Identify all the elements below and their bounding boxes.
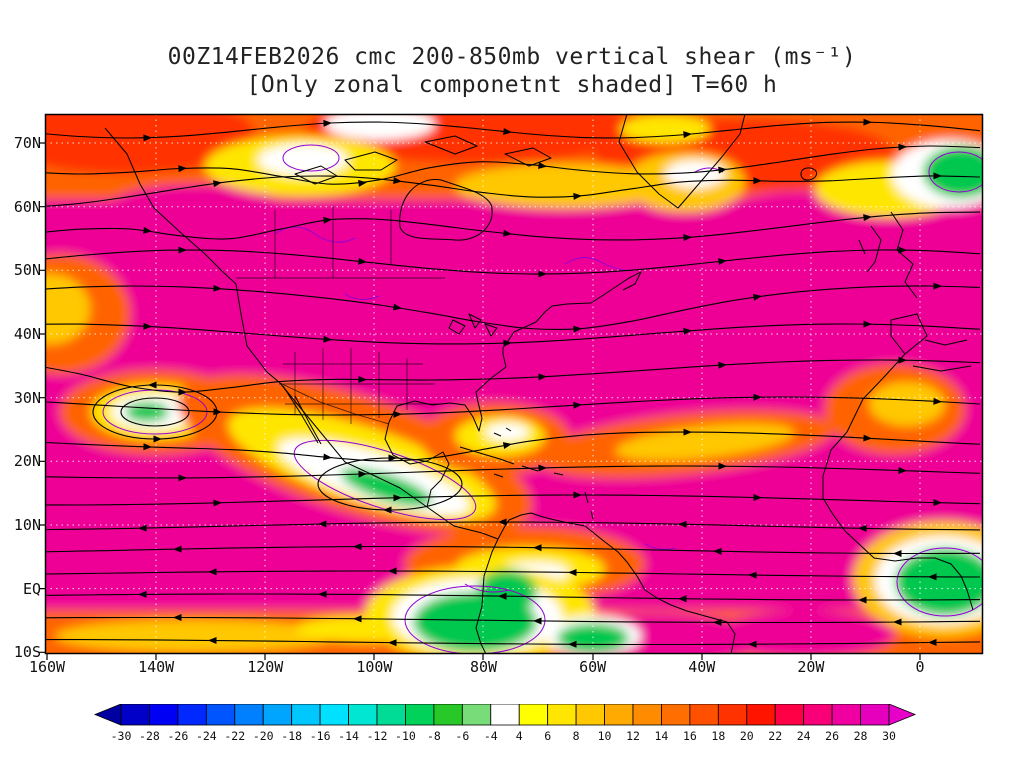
colorbar-tick-label: -8 — [427, 729, 441, 743]
colorbar-cell — [348, 704, 378, 726]
colorbar-cell — [177, 704, 207, 726]
colorbar-tick-label: 26 — [825, 729, 839, 743]
circulation-loops — [92, 381, 463, 514]
colorbar-cell — [149, 704, 179, 726]
lon-axis-label: 100W — [356, 658, 393, 676]
lat-axis-label: 30N — [13, 388, 41, 407]
colorbar-cell — [234, 704, 264, 726]
lat-axis-label: 10N — [13, 515, 41, 534]
lon-axis-label: 40W — [688, 658, 716, 676]
shear-map — [39, 113, 984, 660]
chart-subtitle: [Only zonal componetnt shaded] T=60 h — [246, 72, 778, 98]
colorbar-cell — [689, 704, 719, 726]
coastlines-layer — [104, 114, 974, 654]
colorbar-tick-label: 8 — [573, 729, 580, 743]
colorbar-cell — [319, 704, 349, 726]
lon-axis-label: 60W — [579, 658, 607, 676]
lat-axis-label: 60N — [13, 197, 41, 216]
colorbar-tick-label: -18 — [281, 729, 302, 743]
colorbar-tick-label: 22 — [768, 729, 782, 743]
lon-axis-label: 80W — [469, 658, 498, 676]
colorbar-tick-label: 30 — [882, 729, 896, 743]
colorbar-cell — [547, 704, 577, 726]
colorbar-cell — [433, 704, 463, 726]
colorbar-cell — [120, 704, 150, 726]
colorbar-cell — [575, 704, 605, 726]
colorbar-cell — [803, 704, 833, 726]
colorbar-tick-label: 4 — [516, 729, 523, 743]
colorbar-cell — [831, 704, 861, 726]
colorbar-cell — [262, 704, 293, 726]
colorbar-cell — [461, 704, 492, 726]
lon-axis-label: 120W — [247, 658, 284, 676]
colorbar-cell — [205, 704, 236, 726]
colorbar-tick-label: 28 — [854, 729, 868, 743]
colorbar-cell — [774, 704, 805, 726]
colorbar-tick-label: -10 — [395, 729, 416, 743]
chart-title: 00Z14FEB2026 cmc 200-850mb vertical shea… — [167, 44, 857, 70]
lat-axis-label: 10S — [13, 643, 41, 662]
colorbar-cell — [717, 704, 748, 726]
colorbar-tick-label: -14 — [338, 729, 359, 743]
colorbar-tick-label: 12 — [626, 729, 640, 743]
lat-axis-label: 70N — [13, 134, 41, 152]
lon-axis-label: 160W — [28, 658, 66, 676]
lat-axis-label: 50N — [13, 261, 41, 280]
colorbar-tick-label: 18 — [711, 729, 725, 743]
colorbar-tick-label: 20 — [740, 729, 754, 743]
colorbar-cell — [490, 704, 520, 726]
colorbar-tick-label: -4 — [484, 729, 498, 743]
colorbar-cell — [746, 704, 776, 726]
shading-layer — [45, 114, 983, 654]
lat-axis-label: 20N — [13, 452, 41, 471]
colorbar: -30 -28 -26 -24 -22 -20 -18 -16 -14 -12 -10 -8 -6 -4 4… — [93, 704, 917, 743]
colorbar-tick-label: 16 — [683, 729, 697, 743]
colorbar-tick-label: 24 — [797, 729, 811, 743]
colorbar-tick-label: -20 — [253, 729, 274, 743]
colorbar-tick-label: -12 — [367, 729, 388, 743]
colorbar-tick-label: -16 — [310, 729, 331, 743]
political-borders-layer — [236, 206, 445, 425]
colorbar-tick-label: 14 — [655, 729, 669, 743]
lat-axis-label: 40N — [13, 324, 41, 343]
colorbar-tick-label: -6 — [455, 729, 469, 743]
colorbar-cell — [405, 704, 435, 726]
colorbar-cell — [632, 704, 662, 726]
colorbar-tick-label: 6 — [544, 729, 551, 743]
colorbar-cell — [604, 704, 634, 726]
colorbar-cell — [661, 704, 691, 726]
colorbar-tick-label: -22 — [224, 729, 245, 743]
streamlines-layer — [45, 118, 981, 648]
lon-axis-label: 140W — [138, 658, 175, 676]
colorbar-cell — [291, 704, 321, 726]
lon-axis-label: 20W — [797, 658, 825, 676]
colorbar-tick-label: -30 — [111, 729, 132, 743]
colorbar-cell — [518, 704, 549, 726]
lon-axis-label: 0 — [915, 658, 925, 676]
map-frame — [39, 113, 984, 660]
colorbar-tick-label: -28 — [139, 729, 160, 743]
colorbar-tick-label: -26 — [167, 729, 188, 743]
colorbar-cell — [376, 704, 406, 726]
colorbar-tick-label: 10 — [598, 729, 612, 743]
purple-contours-layer — [102, 144, 983, 654]
colorbar-tick-label: -24 — [196, 729, 217, 743]
colorbar-left-arrow — [93, 704, 122, 726]
colorbar-cell — [860, 704, 890, 726]
lat-axis-label: EQ — [22, 579, 41, 598]
colorbar-right-arrow — [888, 704, 917, 726]
